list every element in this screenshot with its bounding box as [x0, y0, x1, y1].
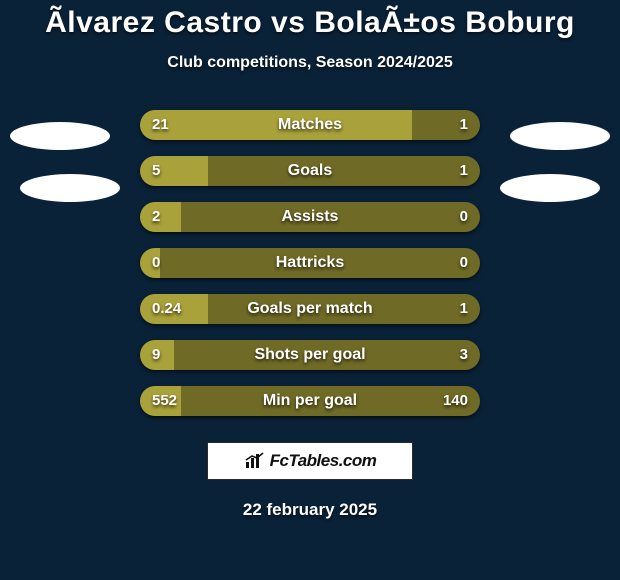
- stat-label: Min per goal: [140, 386, 480, 416]
- date-text: 22 february 2025: [0, 500, 620, 520]
- stat-bar: 552140Min per goal: [140, 386, 480, 416]
- stat-bar: 20Assists: [140, 202, 480, 232]
- stat-bar: 211Matches: [140, 110, 480, 140]
- stat-row: 51Goals: [0, 148, 620, 194]
- brand-text: FcTables.com: [270, 451, 377, 471]
- stat-label: Matches: [140, 110, 480, 140]
- stat-row: 93Shots per goal: [0, 332, 620, 378]
- stat-label: Shots per goal: [140, 340, 480, 370]
- stat-label: Goals per match: [140, 294, 480, 324]
- brand-watermark: FcTables.com: [207, 442, 413, 480]
- stat-row: 211Matches: [0, 102, 620, 148]
- stat-bar: 93Shots per goal: [140, 340, 480, 370]
- stat-row: 00Hattricks: [0, 240, 620, 286]
- stat-row: 0.241Goals per match: [0, 286, 620, 332]
- stat-label: Goals: [140, 156, 480, 186]
- stat-label: Hattricks: [140, 248, 480, 278]
- stats-list: 211Matches 51Goals 20Assists 00Hattricks 0.2…: [0, 102, 620, 424]
- stat-bar: 0.241Goals per match: [140, 294, 480, 324]
- subtitle: Club competitions, Season 2024/2025: [0, 54, 620, 72]
- stat-row: 552140Min per goal: [0, 378, 620, 424]
- page-title: Ãlvarez Castro vs BolaÃ±os Boburg: [0, 6, 620, 40]
- stat-row: 20Assists: [0, 194, 620, 240]
- stat-bar: 00Hattricks: [140, 248, 480, 278]
- stat-bar: 51Goals: [140, 156, 480, 186]
- stat-label: Assists: [140, 202, 480, 232]
- brand-chart-icon: [244, 452, 266, 470]
